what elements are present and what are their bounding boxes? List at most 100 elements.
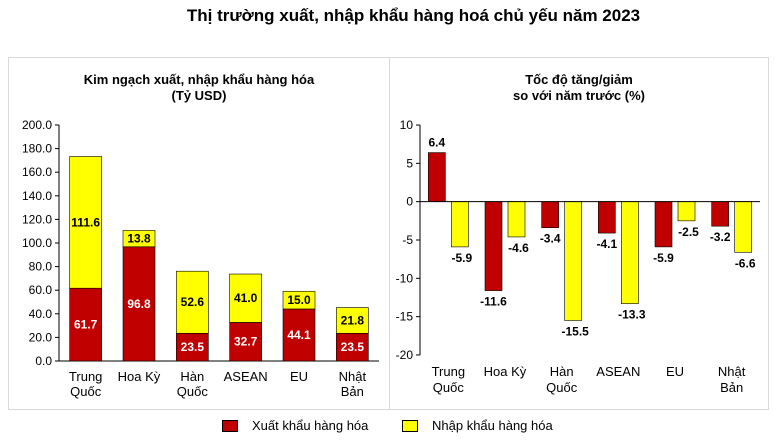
x-tick-label: Hoa Kỳ bbox=[484, 364, 527, 379]
bar-import bbox=[621, 201, 639, 304]
data-label-export: -5.9 bbox=[653, 251, 674, 265]
data-label-import: 111.6 bbox=[71, 215, 100, 229]
trade-value-panel: Kim ngạch xuất, nhập khẩu hàng hóa (Tỷ U… bbox=[8, 57, 390, 410]
x-tick-label: ASEAN bbox=[224, 369, 268, 384]
y-tick-label: -15 bbox=[396, 310, 414, 324]
data-label-import: 15.0 bbox=[287, 293, 311, 307]
y-tick-label: 100.0 bbox=[22, 236, 52, 250]
data-label-import: 41.0 bbox=[234, 291, 258, 305]
y-tick-label: 60.0 bbox=[29, 283, 53, 297]
data-label-export: 44.1 bbox=[287, 328, 311, 342]
y-tick-label: 0 bbox=[406, 195, 413, 209]
y-tick-label: 10 bbox=[400, 118, 414, 132]
data-label-export: 23.5 bbox=[181, 340, 205, 354]
data-label-export: 23.5 bbox=[341, 340, 365, 354]
y-tick-label: 200.0 bbox=[22, 118, 52, 132]
x-tick-label: Hàn bbox=[550, 364, 574, 379]
data-label-import: -6.6 bbox=[735, 256, 756, 270]
bar-import bbox=[677, 201, 696, 222]
legend-label-export: Xuất khẩu hàng hóa bbox=[252, 418, 369, 433]
y-tick-label: -5 bbox=[402, 233, 413, 247]
bar-import bbox=[451, 201, 469, 248]
x-tick-label: Quốc bbox=[433, 380, 465, 395]
x-tick-label: EU bbox=[290, 369, 308, 384]
data-label-export: 96.8 bbox=[127, 297, 151, 311]
data-label-export: 61.7 bbox=[74, 318, 98, 332]
chart-subtitle: so với năm trước (%) bbox=[513, 88, 645, 103]
x-tick-label: EU bbox=[666, 364, 684, 379]
bar-export bbox=[282, 308, 316, 362]
y-tick-label: 20.0 bbox=[29, 330, 53, 344]
chart-title: Kim ngạch xuất, nhập khẩu hàng hóa bbox=[84, 72, 315, 87]
bar-export bbox=[598, 201, 616, 234]
data-label-import: 52.6 bbox=[181, 295, 205, 309]
y-tick-label: 120.0 bbox=[22, 212, 52, 226]
legend-swatch-import bbox=[402, 419, 418, 432]
growth-rate-panel: Tốc độ tăng/giảm so với năm trước (%) -2… bbox=[389, 57, 769, 410]
stacked-bar-chart: Kim ngạch xuất, nhập khẩu hàng hóa (Tỷ U… bbox=[22, 72, 379, 399]
x-tick-label: Hoa Kỳ bbox=[118, 369, 161, 384]
bar-export bbox=[428, 152, 446, 202]
y-tick-label: 80.0 bbox=[29, 260, 53, 274]
bar-import bbox=[122, 230, 156, 248]
bar-import bbox=[336, 307, 369, 334]
x-tick-label: Trung bbox=[69, 369, 102, 384]
data-label-export: -11.6 bbox=[480, 295, 507, 309]
x-tick-label: ASEAN bbox=[596, 364, 640, 379]
x-tick-label: Bản bbox=[720, 380, 743, 395]
y-tick-label: -10 bbox=[396, 271, 414, 285]
page-title: Thị trường xuất, nhập khẩu hàng hoá chủ … bbox=[186, 6, 641, 25]
y-tick-label: 180.0 bbox=[22, 142, 52, 156]
data-label-import: 21.8 bbox=[341, 313, 365, 327]
legend-label-import: Nhập khẩu hàng hóa bbox=[432, 418, 553, 433]
data-label-import: -13.3 bbox=[618, 308, 646, 322]
y-tick-label: 0.0 bbox=[35, 354, 52, 368]
bar-export bbox=[69, 287, 102, 362]
x-tick-label: Quốc bbox=[70, 384, 102, 399]
legend-swatch-export bbox=[222, 419, 238, 432]
y-tick-label: 40.0 bbox=[29, 307, 53, 321]
x-tick-label: Trung bbox=[432, 364, 465, 379]
x-tick-label: Hàn bbox=[180, 369, 204, 384]
legend-item-import: Nhập khẩu hàng hóa bbox=[402, 418, 553, 433]
bar-export bbox=[229, 322, 262, 362]
chart-subtitle: (Tỷ USD) bbox=[172, 88, 227, 103]
legend: Xuất khẩu hàng hóa Nhập khẩu hàng hóa bbox=[0, 418, 777, 438]
x-tick-label: Nhật bbox=[339, 369, 367, 384]
x-tick-label: Quốc bbox=[177, 384, 209, 399]
x-tick-label: Nhật bbox=[718, 364, 746, 379]
bar-export bbox=[122, 246, 156, 362]
plot-area: -20-15-10-505106.4-5.9TrungQuốc-11.6-4.6… bbox=[396, 118, 760, 395]
bar-import bbox=[507, 201, 526, 238]
data-label-export: 32.7 bbox=[234, 335, 258, 349]
data-label-import: -2.5 bbox=[678, 225, 699, 239]
bar-import bbox=[229, 273, 262, 323]
y-tick-label: 140.0 bbox=[22, 189, 52, 203]
bar-export bbox=[484, 201, 503, 291]
bar-import bbox=[282, 290, 316, 310]
legend-item-export: Xuất khẩu hàng hóa bbox=[222, 418, 368, 433]
y-tick-label: 5 bbox=[406, 156, 413, 170]
data-label-import: -15.5 bbox=[561, 325, 589, 339]
data-label-import: -5.9 bbox=[451, 251, 472, 265]
bar-import bbox=[69, 156, 102, 289]
bar-import bbox=[176, 270, 209, 334]
data-label-export: 6.4 bbox=[428, 136, 445, 150]
x-tick-label: Bản bbox=[341, 384, 364, 399]
y-tick-label: -20 bbox=[396, 348, 414, 362]
bar-export bbox=[654, 201, 673, 248]
bar-import bbox=[734, 201, 752, 253]
data-label-import: 13.8 bbox=[127, 232, 151, 246]
data-label-import: -4.6 bbox=[508, 241, 529, 255]
y-tick-label: 160.0 bbox=[22, 165, 52, 179]
data-label-export: -4.1 bbox=[596, 237, 617, 251]
bar-export bbox=[541, 201, 559, 229]
growth-bar-chart: Tốc độ tăng/giảm so với năm trước (%) -2… bbox=[396, 72, 760, 395]
data-label-export: -3.2 bbox=[710, 230, 731, 244]
bar-export bbox=[176, 332, 209, 362]
data-label-export: -3.4 bbox=[540, 232, 561, 246]
x-tick-label: Quốc bbox=[546, 380, 578, 395]
chart-title: Tốc độ tăng/giảm bbox=[525, 72, 633, 87]
bar-import bbox=[564, 201, 582, 321]
plot-area: 0.0 20.0 40.0 60.0 80.0 100.0 120.0 140.0 160.0 1… bbox=[22, 118, 379, 399]
